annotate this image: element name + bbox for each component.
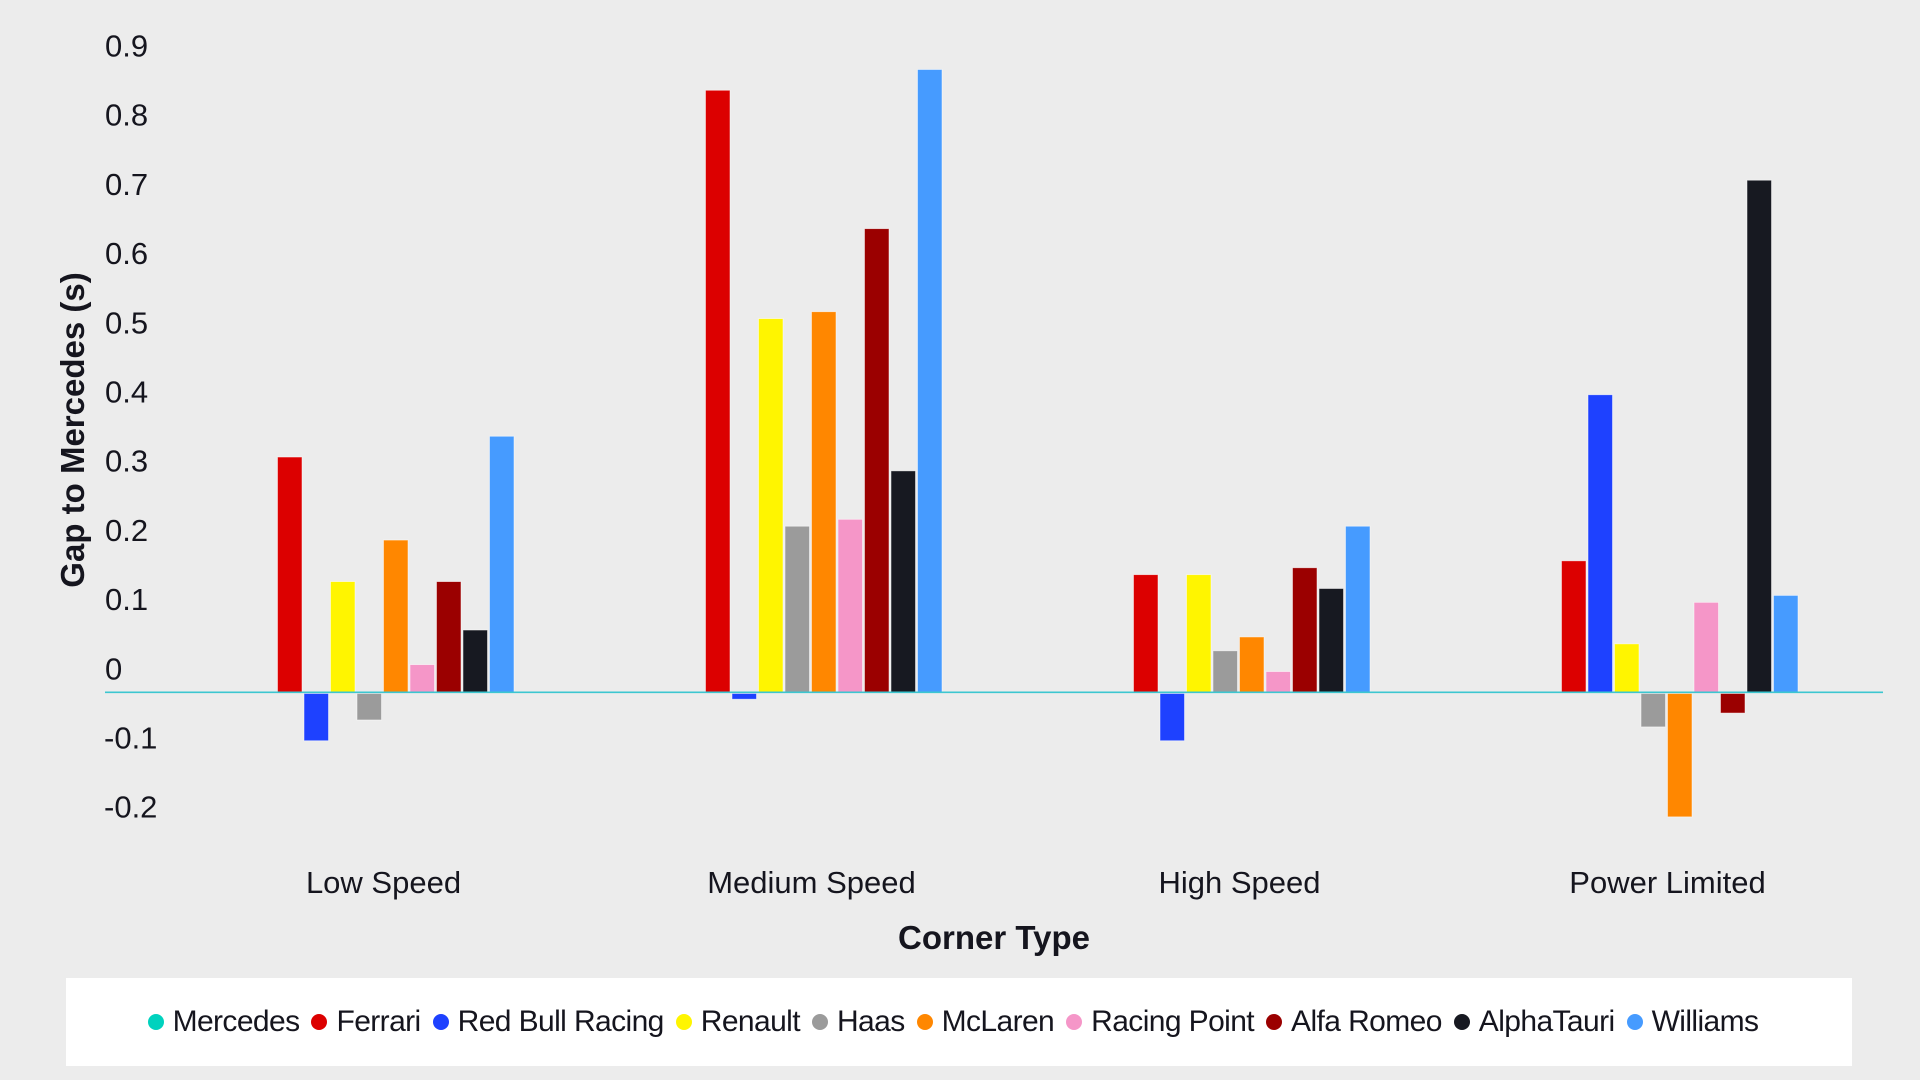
bar-williams[interactable] [1345, 525, 1371, 693]
legend-dot-icon [811, 1014, 828, 1030]
bar-racing-point[interactable] [837, 518, 863, 693]
bar-alfa-romeo[interactable] [864, 228, 890, 693]
bar-alfa-romeo[interactable] [1292, 567, 1318, 693]
bar-alfa-romeo[interactable] [1720, 693, 1746, 714]
x-axis: Low Speed Medium Speed High Speed Power Lim… [306, 865, 1766, 900]
bar-williams[interactable] [1773, 595, 1799, 693]
legend-item-red-bull-racing[interactable]: Red Bull Racing [432, 1005, 665, 1039]
bar-ferrari[interactable] [1561, 560, 1587, 693]
bar-mclaren[interactable] [1667, 693, 1693, 818]
legend-item-alfa-romeo[interactable]: Alfa Romeo [1266, 1005, 1442, 1039]
bar-haas[interactable] [356, 693, 382, 721]
legend-item-williams[interactable]: Williams [1626, 1005, 1759, 1039]
legend-label: McLaren [941, 1005, 1055, 1038]
legend-dot-icon [432, 1014, 449, 1030]
legend-item-mclaren[interactable]: McLaren [916, 1005, 1055, 1039]
bar-racing-point[interactable] [1265, 671, 1291, 693]
y-tick-label: 0.2 [105, 513, 148, 548]
y-axis: 0.9 0.8 0.7 0.6 0.5 0.4 0.3 0.2 0.1 0 -0.1 -0.2 [104, 29, 157, 825]
bar-renault[interactable] [330, 581, 356, 693]
bar-ferrari[interactable] [1133, 574, 1159, 693]
bar-alfa-romeo[interactable] [436, 581, 462, 693]
legend-dot-icon [1626, 1014, 1643, 1030]
x-tick-label: High Speed [1158, 865, 1320, 900]
y-tick-label: 0.8 [105, 98, 148, 133]
bar-ferrari[interactable] [705, 89, 731, 693]
bar-group-high-speed [1133, 525, 1371, 742]
y-tick-label: -0.1 [104, 721, 157, 756]
bar-williams[interactable] [917, 69, 943, 693]
x-tick-label: Low Speed [306, 865, 461, 900]
y-tick-label: 0.7 [105, 167, 148, 202]
bar-group-power-limited [1561, 179, 1799, 818]
legend-dot-icon [311, 1014, 328, 1030]
bar-haas[interactable] [784, 525, 810, 693]
legend-label: Williams [1651, 1005, 1759, 1038]
bar-alphatauri[interactable] [890, 470, 916, 693]
y-tick-label: 0.4 [105, 375, 148, 410]
bar-racing-point[interactable] [1693, 601, 1719, 693]
y-tick-label: 0 [105, 651, 122, 686]
y-axis-title: Gap to Mercedes (s) [54, 272, 91, 587]
bar-mclaren[interactable] [811, 311, 837, 693]
bar-group-medium-speed [705, 69, 943, 700]
y-tick-label: 0.5 [105, 305, 148, 340]
legend-label: Haas [836, 1005, 905, 1038]
legend-label: AlphaTauri [1478, 1005, 1615, 1038]
bar-mclaren[interactable] [383, 539, 409, 693]
legend-dot-icon [1266, 1014, 1283, 1030]
bar-racing-point[interactable] [409, 664, 435, 693]
legend-label: Ferrari [336, 1005, 421, 1038]
bar-renault[interactable] [1614, 643, 1640, 693]
legend-item-alphatauri[interactable]: AlphaTauri [1453, 1005, 1615, 1039]
legend-item-mercedes[interactable]: Mercedes [147, 1005, 301, 1039]
bar-series [277, 69, 1799, 818]
bar-renault[interactable] [758, 318, 784, 693]
bar-alphatauri[interactable] [462, 629, 488, 693]
legend-item-ferrari[interactable]: Ferrari [311, 1005, 421, 1039]
bar-alphatauri[interactable] [1746, 179, 1772, 693]
legend-label: Racing Point [1091, 1005, 1255, 1038]
y-tick-label: 0.1 [105, 582, 148, 617]
legend-label: Red Bull Racing [457, 1005, 665, 1038]
bar-red-bull-racing[interactable] [731, 693, 757, 700]
bar-renault[interactable] [1186, 574, 1212, 693]
legend-item-renault[interactable]: Renault [675, 1005, 801, 1039]
bar-red-bull-racing[interactable] [303, 693, 329, 742]
legend-label: Renault [700, 1005, 801, 1038]
bar-mclaren[interactable] [1239, 636, 1265, 693]
x-tick-label: Medium Speed [707, 865, 916, 900]
y-tick-label: 0.6 [105, 236, 148, 271]
bar-red-bull-racing[interactable] [1159, 693, 1185, 742]
x-axis-title: Corner Type [898, 919, 1090, 956]
bar-williams[interactable] [489, 435, 515, 693]
bar-group-low-speed [277, 435, 515, 742]
legend-label: Mercedes [172, 1005, 301, 1038]
bar-red-bull-racing[interactable] [1587, 394, 1613, 693]
x-tick-label: Power Limited [1569, 865, 1765, 900]
bar-haas[interactable] [1212, 650, 1238, 693]
bar-ferrari[interactable] [277, 456, 303, 693]
legend-dot-icon [1453, 1014, 1470, 1030]
bar-haas[interactable] [1640, 693, 1666, 728]
legend-label: Alfa Romeo [1291, 1005, 1442, 1038]
legend-item-haas[interactable]: Haas [811, 1005, 905, 1039]
legend-dot-icon [675, 1014, 692, 1030]
legend-background [66, 978, 1852, 1066]
legend-item-racing-point[interactable]: Racing Point [1066, 1005, 1255, 1039]
legend-dot-icon [1066, 1014, 1083, 1030]
bar-alphatauri[interactable] [1318, 588, 1344, 693]
legend: Mercedes Ferrari Red Bull Racing Renault Haa… [66, 978, 1852, 1066]
legend-dot-icon [147, 1014, 164, 1030]
y-tick-label: 0.9 [105, 29, 148, 64]
y-tick-label: -0.2 [104, 790, 157, 825]
y-tick-label: 0.3 [105, 444, 148, 479]
legend-dot-icon [916, 1014, 933, 1030]
